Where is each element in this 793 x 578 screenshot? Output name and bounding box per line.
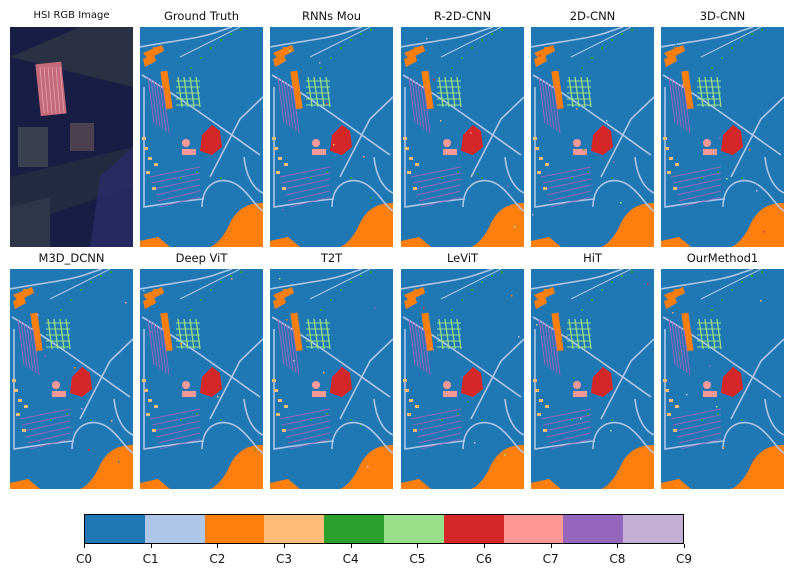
panel-title: HSI RGB Image bbox=[33, 10, 110, 21]
panel-title: RNNs Mou bbox=[301, 9, 362, 23]
colorbar-tick-label: C2 bbox=[209, 552, 226, 566]
panel-title: 3D-CNN bbox=[699, 9, 746, 23]
panel-title: T2T bbox=[320, 251, 343, 265]
colorbar-tick-label: C5 bbox=[409, 552, 426, 566]
panel-title: 2D-CNN bbox=[569, 9, 616, 23]
classification-map bbox=[140, 27, 263, 247]
colorbar-ticks: C0 C1 C2 C3 C4 C5 C6 C7 C8 C9 bbox=[76, 544, 692, 574]
colorbar-segment bbox=[623, 515, 683, 543]
colorbar-segment bbox=[383, 515, 444, 543]
colorbar-tick bbox=[550, 544, 552, 548]
colorbar-segment bbox=[144, 515, 205, 543]
hsi-rgb-image bbox=[10, 27, 133, 247]
colorbar-tick bbox=[150, 544, 152, 548]
classification-map bbox=[401, 269, 524, 489]
colorbar-tick bbox=[484, 544, 485, 548]
colorbar-tick bbox=[417, 544, 419, 548]
panel-title: HiT bbox=[583, 251, 602, 265]
classification-map bbox=[140, 269, 263, 489]
colorbar-tick-label: C9 bbox=[675, 552, 692, 566]
colorbar-segment bbox=[264, 515, 325, 543]
colorbar-tick-label: C3 bbox=[275, 552, 292, 566]
colorbar-tick-label: C6 bbox=[475, 552, 492, 566]
classification-map bbox=[531, 269, 654, 489]
panel-title: LeViT bbox=[446, 251, 479, 265]
colorbar-tick-label: C1 bbox=[142, 552, 159, 566]
classification-map bbox=[270, 27, 393, 247]
classification-map bbox=[401, 27, 524, 247]
colorbar-tick bbox=[617, 544, 619, 548]
classification-map bbox=[10, 269, 133, 489]
colorbar-tick bbox=[684, 544, 685, 548]
colorbar-segment bbox=[204, 515, 265, 543]
colorbar-tick-label: C0 bbox=[75, 552, 92, 566]
colorbar-segment bbox=[85, 515, 145, 543]
panel-title: M3D_DCNN bbox=[38, 251, 105, 265]
colorbar-tick-label: C4 bbox=[342, 552, 359, 566]
panel-title: Deep ViT bbox=[175, 251, 228, 265]
classification-map bbox=[531, 27, 654, 247]
colorbar-segment bbox=[324, 515, 384, 543]
colorbar-segment bbox=[503, 515, 564, 543]
colorbar-tick bbox=[350, 544, 352, 548]
colorbar-tick bbox=[284, 544, 285, 548]
colorbar bbox=[84, 514, 684, 544]
colorbar-tick-label: C8 bbox=[609, 552, 626, 566]
classification-map bbox=[270, 269, 393, 489]
colorbar-segment bbox=[443, 515, 504, 543]
panel-title: OurMethod1 bbox=[686, 251, 759, 265]
colorbar-tick bbox=[217, 544, 219, 548]
colorbar-tick bbox=[84, 544, 85, 548]
classification-map bbox=[661, 27, 784, 247]
colorbar-segment bbox=[563, 515, 624, 543]
colorbar-tick-label: C7 bbox=[542, 552, 559, 566]
panel-title: Ground Truth bbox=[163, 9, 240, 23]
panel-title: R-2D-CNN bbox=[433, 9, 492, 23]
classification-map bbox=[661, 269, 784, 489]
